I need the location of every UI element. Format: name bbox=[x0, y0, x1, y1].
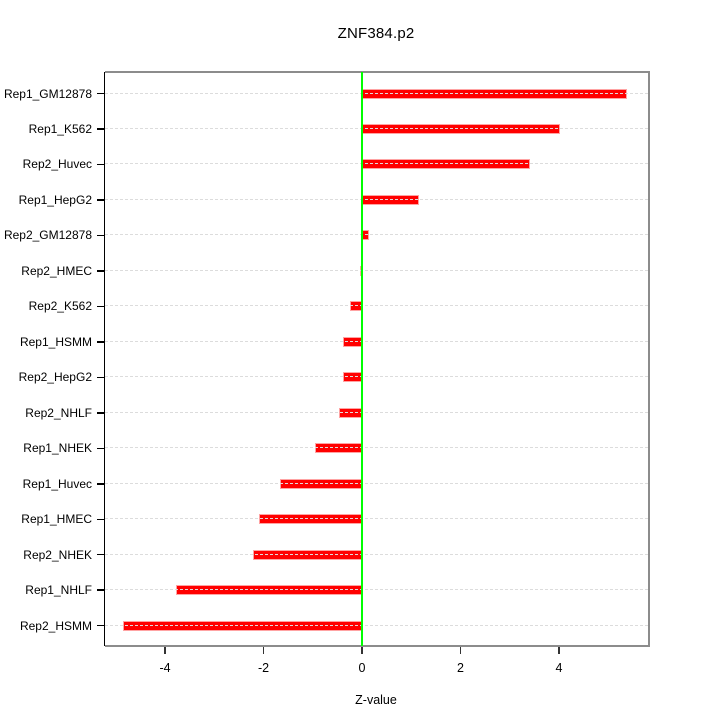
plot-border-bottom bbox=[104, 644, 650, 647]
x-axis-tick bbox=[262, 646, 265, 654]
y-axis-tick bbox=[96, 376, 104, 379]
category-label: Rep2_HepG2 bbox=[18, 370, 92, 385]
bar bbox=[258, 514, 362, 525]
gridline bbox=[104, 305, 648, 307]
zero-reference-line bbox=[361, 71, 363, 646]
gridline bbox=[104, 127, 648, 129]
x-axis-tick bbox=[459, 646, 462, 654]
gridline bbox=[104, 198, 648, 200]
x-axis-tick-label: 2 bbox=[457, 661, 464, 675]
bar bbox=[338, 407, 362, 418]
y-axis-tick bbox=[96, 483, 104, 485]
bar bbox=[315, 443, 362, 454]
bar bbox=[362, 123, 561, 134]
bar bbox=[362, 88, 628, 99]
y-axis-tick bbox=[96, 234, 104, 237]
category-label: Rep2_K562 bbox=[28, 299, 92, 314]
plot-border-right bbox=[648, 70, 650, 647]
plot-border-top bbox=[104, 70, 650, 73]
x-axis-tick-label: 4 bbox=[555, 661, 563, 675]
gridline bbox=[104, 553, 648, 555]
category-label: Rep2_HMEC bbox=[21, 263, 92, 278]
gridline bbox=[104, 624, 648, 626]
x-axis-title: Z-value bbox=[355, 693, 397, 707]
y-axis-tick bbox=[96, 199, 104, 201]
bar bbox=[252, 549, 362, 560]
x-axis-tick-label: -2 bbox=[257, 661, 270, 675]
category-label: Rep1_HSMM bbox=[19, 334, 92, 349]
category-label: Rep2_NHLF bbox=[25, 405, 92, 420]
y-axis-tick bbox=[96, 589, 104, 591]
x-axis-tick-label: -4 bbox=[159, 661, 171, 675]
bar bbox=[342, 336, 362, 347]
category-label: Rep1_K562 bbox=[28, 121, 92, 136]
category-label: Rep1_Huvec bbox=[22, 476, 92, 491]
gridline bbox=[104, 340, 648, 342]
gridline bbox=[104, 92, 648, 94]
gridline bbox=[104, 376, 648, 378]
x-axis-tick bbox=[164, 646, 166, 654]
gridline bbox=[104, 589, 648, 591]
category-label: Rep2_Huvec bbox=[22, 157, 92, 172]
y-axis-tick bbox=[96, 92, 104, 95]
bar bbox=[362, 159, 530, 170]
category-label: Rep2_NHEK bbox=[23, 547, 92, 562]
category-label: Rep1_NHEK bbox=[23, 441, 92, 456]
category-label: Rep1_NHLF bbox=[25, 583, 92, 598]
x-axis-tick-label: 0 bbox=[358, 661, 366, 675]
bar bbox=[175, 585, 362, 596]
y-axis-tick bbox=[96, 412, 104, 414]
bar bbox=[362, 230, 369, 241]
y-axis-line bbox=[103, 71, 105, 646]
gridline bbox=[104, 447, 648, 449]
y-axis-tick bbox=[96, 163, 104, 166]
x-axis-tick bbox=[361, 646, 363, 654]
category-label: Rep2_GM12878 bbox=[3, 228, 92, 243]
gridline bbox=[104, 269, 648, 271]
y-axis-tick bbox=[96, 624, 104, 627]
gridline bbox=[104, 482, 648, 484]
y-axis-tick bbox=[96, 553, 104, 556]
y-axis-tick bbox=[96, 270, 104, 272]
category-label: Rep2_HSMM bbox=[19, 618, 92, 633]
y-axis-tick bbox=[96, 518, 104, 520]
y-axis-tick bbox=[96, 128, 104, 130]
y-axis-tick bbox=[96, 447, 104, 450]
category-label: Rep1_GM12878 bbox=[3, 86, 92, 101]
bar bbox=[123, 620, 362, 631]
gridline bbox=[104, 163, 648, 165]
y-axis-tick bbox=[96, 305, 104, 308]
category-label: Rep1_HepG2 bbox=[18, 192, 92, 207]
bar bbox=[362, 194, 420, 205]
y-axis-tick bbox=[96, 341, 104, 343]
category-label: Rep1_HMEC bbox=[21, 512, 92, 527]
bar bbox=[280, 478, 362, 489]
gridline bbox=[104, 411, 648, 413]
x-axis-tick bbox=[558, 646, 560, 654]
gridline bbox=[104, 234, 648, 236]
chart-title: ZNF384.p2 bbox=[337, 25, 415, 42]
gridline bbox=[104, 518, 648, 520]
bar bbox=[343, 372, 362, 383]
